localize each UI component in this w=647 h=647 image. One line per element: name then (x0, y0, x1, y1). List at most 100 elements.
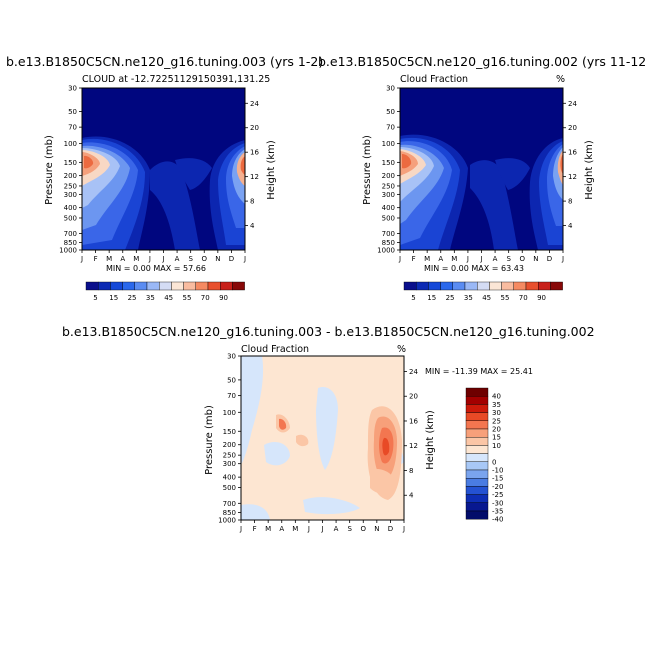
y-tick-label: 30 (386, 85, 395, 93)
y-tick-label: 250 (64, 182, 77, 190)
x-tick-label: M (292, 525, 298, 533)
y-right-tick-label: 4 (409, 492, 414, 500)
y-right-tick-label: 16 (568, 149, 577, 157)
y-tick-label: 700 (223, 500, 236, 508)
colorbar-swatch (146, 281, 160, 291)
y-tick-label: 30 (227, 353, 236, 361)
colorbar-label: 25 (492, 417, 501, 425)
x-tick-label: A (120, 255, 125, 263)
y-tick-label: 250 (382, 182, 395, 190)
y-right-tick-label: 8 (250, 198, 254, 206)
colorbar-label: 55 (182, 294, 191, 302)
colorbar-swatch (465, 502, 489, 512)
colorbar-swatch (465, 420, 489, 430)
panel-2-colorbar: 5 15 25 35 45 55 70 90 (403, 281, 563, 302)
y-tick-label: 100 (223, 409, 236, 417)
y-right-tick-label: 8 (568, 198, 572, 206)
y-tick-label: 500 (64, 214, 77, 222)
colorbar-label: -20 (492, 483, 503, 491)
panel-3-title: b.e13.B1850C5CN.ne120_g16.tuning.003 - b… (62, 324, 595, 339)
colorbar-swatch (465, 445, 489, 454)
x-tick-label: A (334, 525, 339, 533)
x-tick-label: S (506, 255, 511, 263)
y-right-tick-label: 12 (568, 173, 577, 181)
colorbar-label: 25 (446, 294, 455, 302)
x-tick-label: S (188, 255, 193, 263)
y-tick-label: 200 (223, 441, 236, 449)
x-tick-label: F (94, 255, 98, 263)
y-tick-label: 1000 (59, 247, 77, 255)
y-right-tick-label: 16 (409, 417, 418, 425)
y-right-tick-label: 4 (568, 222, 573, 230)
panel-1-title: b.e13.B1850C5CN.ne120_g16.tuning.003 (yr… (6, 54, 323, 69)
colorbar-swatch (464, 281, 478, 291)
colorbar-label: 20 (492, 426, 501, 434)
x-tick-label: J (466, 255, 469, 263)
y-tick-label: 700 (382, 230, 395, 238)
x-tick-label: N (533, 255, 538, 263)
x-tick-label: N (215, 255, 220, 263)
colorbar-swatch (219, 281, 233, 291)
y-right-tick-label: 4 (250, 222, 255, 230)
colorbar-label: 35 (492, 401, 501, 409)
x-tick-label: O (519, 255, 525, 263)
y-tick-label: 50 (68, 108, 77, 116)
panel-3-subtitle: Cloud Fraction (241, 344, 309, 355)
y-tick-label: 850 (64, 239, 77, 247)
colorbar-label: 5 (411, 294, 415, 302)
colorbar-swatch (465, 469, 489, 479)
y-tick-label: 300 (64, 191, 77, 199)
y-right-tick-label: 24 (568, 100, 577, 108)
colorbar-swatch (465, 478, 489, 487)
y-right-tick-label: 24 (409, 368, 418, 376)
colorbar-label: 10 (492, 442, 501, 450)
x-tick-label: J (402, 525, 405, 533)
y-tick-label: 250 (223, 452, 236, 460)
panel-1-field (82, 88, 245, 250)
x-tick-label: O (201, 255, 207, 263)
panel-2-field (400, 88, 563, 250)
y-tick-label: 70 (227, 392, 236, 400)
x-tick-label: A (493, 255, 498, 263)
colorbar-swatch (465, 486, 489, 495)
colorbar-swatch (403, 281, 417, 291)
x-tick-label: J (161, 255, 164, 263)
y-tick-label: 500 (382, 214, 395, 222)
colorbar-label: 45 (164, 294, 173, 302)
x-tick-label: J (80, 255, 83, 263)
colorbar-label: -15 (492, 475, 503, 483)
y-tick-label: 1000 (218, 517, 236, 525)
colorbar-label: 25 (128, 294, 137, 302)
colorbar-swatch (465, 494, 489, 504)
y-tick-label: 400 (64, 204, 77, 212)
colorbar-swatch (465, 396, 489, 405)
x-tick-label: J (307, 525, 310, 533)
panel-3-stats: MIN = -11.39 MAX = 25.41 (425, 367, 533, 376)
colorbar-label: 45 (482, 294, 491, 302)
x-tick-label: J (561, 255, 564, 263)
colorbar-swatch (428, 281, 441, 291)
colorbar-swatch (207, 281, 221, 291)
panel-1-stats: MIN = 0.00 MAX = 57.66 (106, 264, 206, 273)
y-tick-label: 150 (64, 159, 77, 167)
y-tick-label: 70 (68, 124, 77, 132)
x-tick-label: J (320, 525, 323, 533)
y-right-tick-label: 20 (409, 393, 418, 401)
x-tick-label: J (243, 255, 246, 263)
y-tick-label: 200 (382, 172, 395, 180)
colorbar-swatch (465, 437, 489, 446)
panel-2-subtitle: Cloud Fraction (400, 74, 468, 85)
x-tick-label: F (253, 525, 257, 533)
colorbar-label: 15 (492, 434, 501, 442)
colorbar-swatch (452, 281, 466, 291)
x-tick-label: S (347, 525, 352, 533)
colorbar-label: 70 (201, 294, 210, 302)
x-tick-label: M (265, 525, 271, 533)
panel-3-y-ticks-right: 24 20 16 12 8 4 (404, 368, 418, 500)
colorbar-swatch (465, 404, 489, 413)
panel-1-y-ticks-right: 24 20 16 12 8 4 (245, 100, 259, 230)
